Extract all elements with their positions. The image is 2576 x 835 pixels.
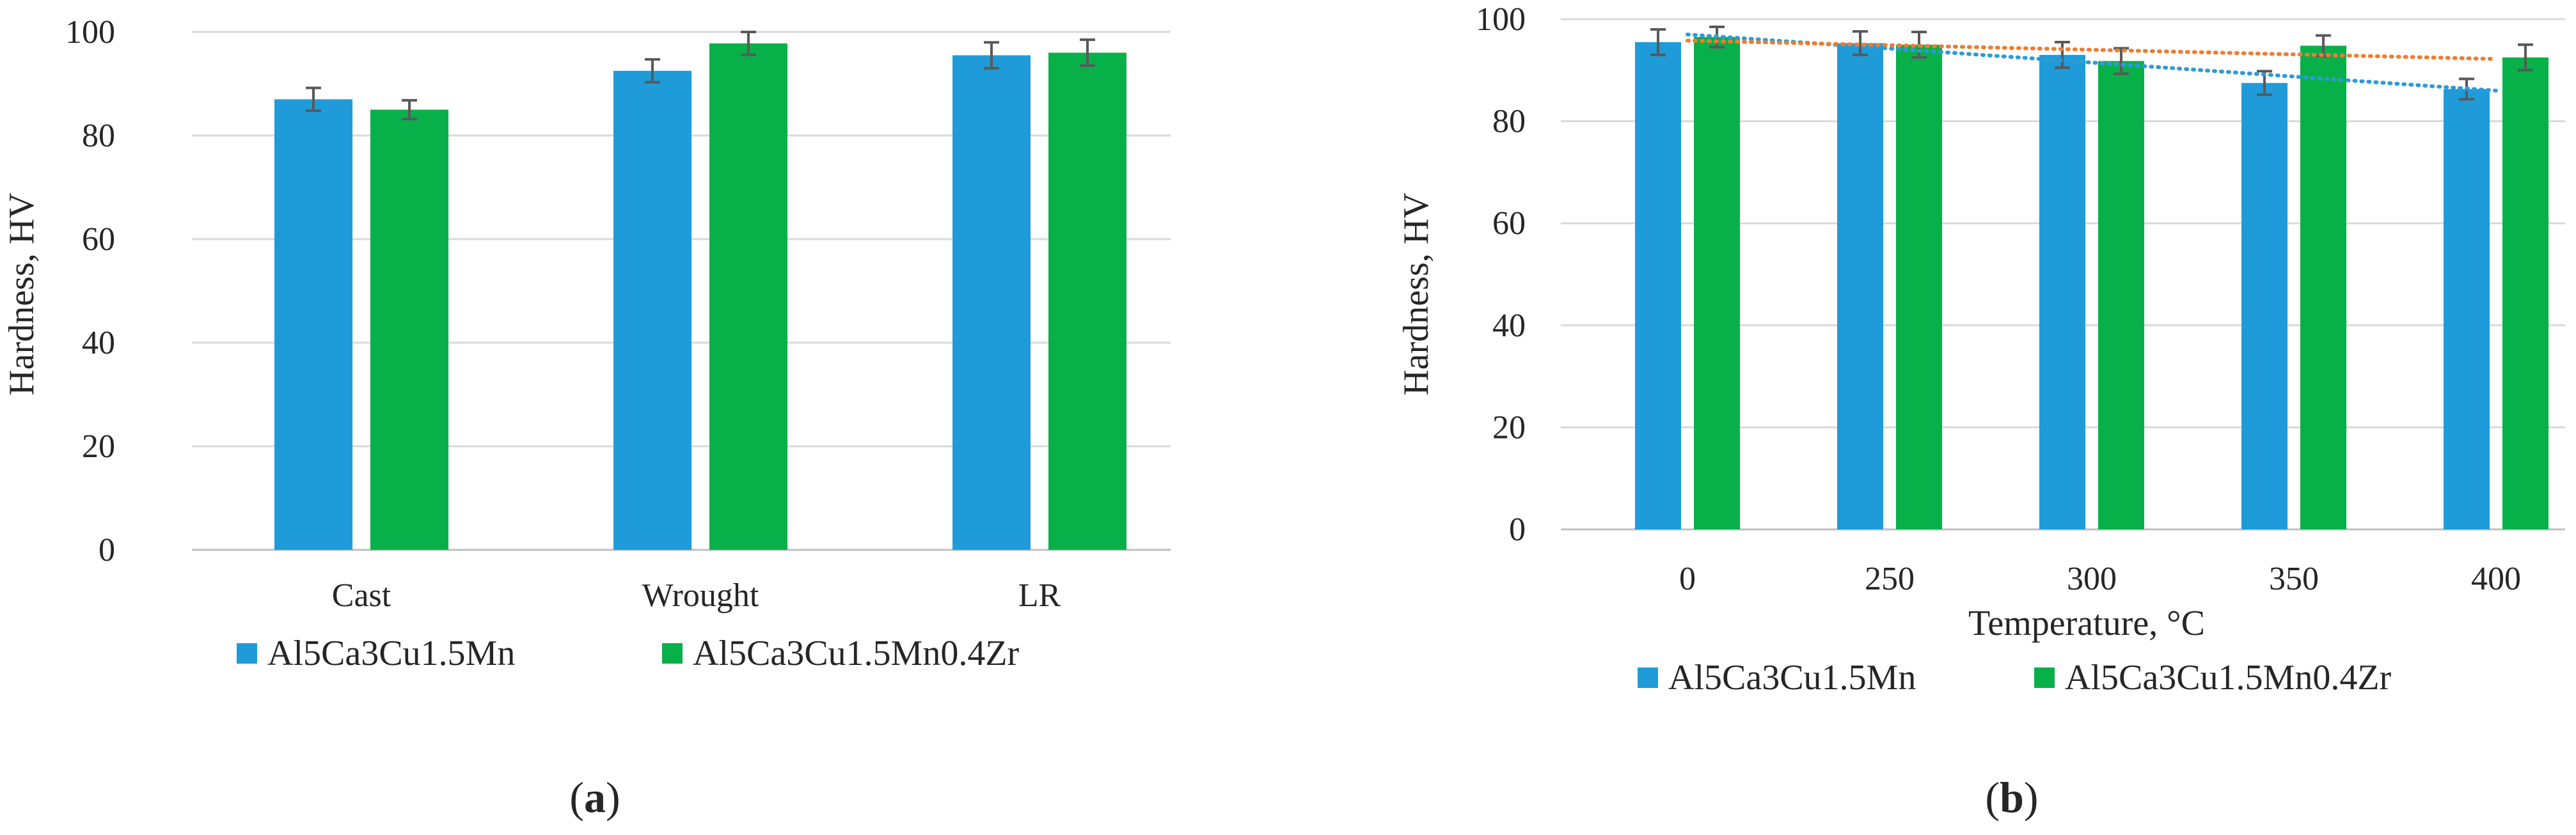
bar bbox=[1896, 44, 1942, 529]
legend-b: Al5Ca3Cu1.5Mn Al5Ca3Cu1.5Mn0.4Zr bbox=[1638, 658, 2392, 698]
tick-labels-a: 0 20 40 60 80 100 Cast Wrought LR bbox=[65, 14, 1061, 614]
x-tick-label: 400 bbox=[2471, 561, 2521, 597]
trendline bbox=[1686, 38, 2498, 61]
bar bbox=[1048, 52, 1126, 550]
y-tick-label: 80 bbox=[82, 118, 115, 154]
bar bbox=[2098, 61, 2144, 530]
panel-label-a-close: ) bbox=[606, 773, 620, 822]
y-tick-label: 80 bbox=[1492, 104, 1526, 140]
y-tick-label: 40 bbox=[1492, 308, 1526, 344]
panel-label-b-close: ) bbox=[2024, 773, 2039, 822]
y-tick-label: 60 bbox=[82, 221, 115, 258]
bar bbox=[274, 99, 352, 550]
error-bar bbox=[1650, 27, 1666, 56]
trendlines-b bbox=[1686, 32, 2498, 93]
bars-b bbox=[1635, 36, 2548, 530]
error-bar bbox=[2055, 40, 2070, 69]
bar bbox=[709, 43, 787, 550]
x-tick-label: 0 bbox=[1679, 561, 1696, 597]
panel-label-a-letter: a bbox=[584, 773, 606, 822]
y-tick-label: 20 bbox=[82, 428, 115, 465]
x-tick-label: 350 bbox=[2269, 561, 2319, 597]
legend-label: Al5Ca3Cu1.5Mn0.4Zr bbox=[693, 634, 1020, 673]
bar bbox=[370, 109, 448, 550]
x-tick-label: Wrought bbox=[642, 577, 759, 614]
x-tick-label: 250 bbox=[1865, 561, 1915, 597]
error-bars-b bbox=[1650, 25, 2533, 101]
x-tick-label: 300 bbox=[2067, 561, 2117, 597]
bar bbox=[1837, 43, 1883, 530]
bars-a bbox=[274, 43, 1126, 550]
legend-label: Al5Ca3Cu1.5Mn0.4Zr bbox=[2065, 658, 2392, 698]
panel-label-b-letter: b bbox=[2000, 773, 2024, 822]
panel-label-b: (b) bbox=[1985, 773, 2038, 822]
y-tick-label: 100 bbox=[1476, 1, 1526, 38]
panel-label-b-open: ( bbox=[1985, 773, 2000, 822]
bar bbox=[2444, 89, 2490, 530]
error-bar bbox=[2114, 47, 2129, 75]
error-bar bbox=[2518, 43, 2533, 72]
y-tick-label: 100 bbox=[65, 14, 115, 51]
y-tick-label: 0 bbox=[1509, 511, 1526, 548]
error-bar bbox=[1853, 30, 1868, 56]
legend-swatch bbox=[1638, 667, 1658, 688]
x-tick-label: LR bbox=[1018, 577, 1061, 614]
bar bbox=[2502, 57, 2548, 530]
y-tick-label: 60 bbox=[1492, 205, 1526, 242]
legend-swatch bbox=[237, 643, 257, 664]
tick-labels-b: 0 20 40 60 80 100 0 250 300 350 400 bbox=[1476, 1, 2521, 597]
x-axis-label-b: Temperature, °C bbox=[1968, 604, 2205, 643]
legend-label: Al5Ca3Cu1.5Mn bbox=[1668, 658, 1916, 698]
error-bar bbox=[741, 31, 756, 56]
error-bar bbox=[1080, 38, 1095, 67]
bar bbox=[1694, 36, 1740, 530]
bar bbox=[613, 70, 691, 550]
error-bar bbox=[645, 58, 660, 84]
y-axis-label-b: Hardness, HV bbox=[1396, 192, 1436, 395]
bar bbox=[952, 55, 1031, 550]
legend-label: Al5Ca3Cu1.5Mn bbox=[267, 634, 515, 673]
y-tick-label: 40 bbox=[82, 325, 115, 361]
bar bbox=[2039, 54, 2085, 530]
bar bbox=[1635, 42, 1681, 529]
y-tick-label: 20 bbox=[1492, 409, 1526, 446]
panel-label-a-open: ( bbox=[569, 773, 584, 822]
panel-label-a: (a) bbox=[569, 773, 620, 822]
x-tick-label: Cast bbox=[332, 577, 391, 614]
y-tick-label: 0 bbox=[99, 532, 115, 568]
error-bar bbox=[402, 98, 417, 121]
error-bar bbox=[984, 41, 999, 70]
error-bar bbox=[306, 86, 321, 113]
error-bars-a bbox=[306, 31, 1095, 121]
legend-swatch bbox=[2034, 667, 2055, 688]
bar bbox=[2241, 82, 2288, 529]
bar bbox=[2300, 45, 2346, 530]
legend-a: Al5Ca3Cu1.5Mn Al5Ca3Cu1.5Mn0.4Zr bbox=[237, 634, 1020, 673]
legend-swatch bbox=[662, 643, 683, 664]
y-axis-label-a: Hardness, HV bbox=[2, 192, 42, 395]
